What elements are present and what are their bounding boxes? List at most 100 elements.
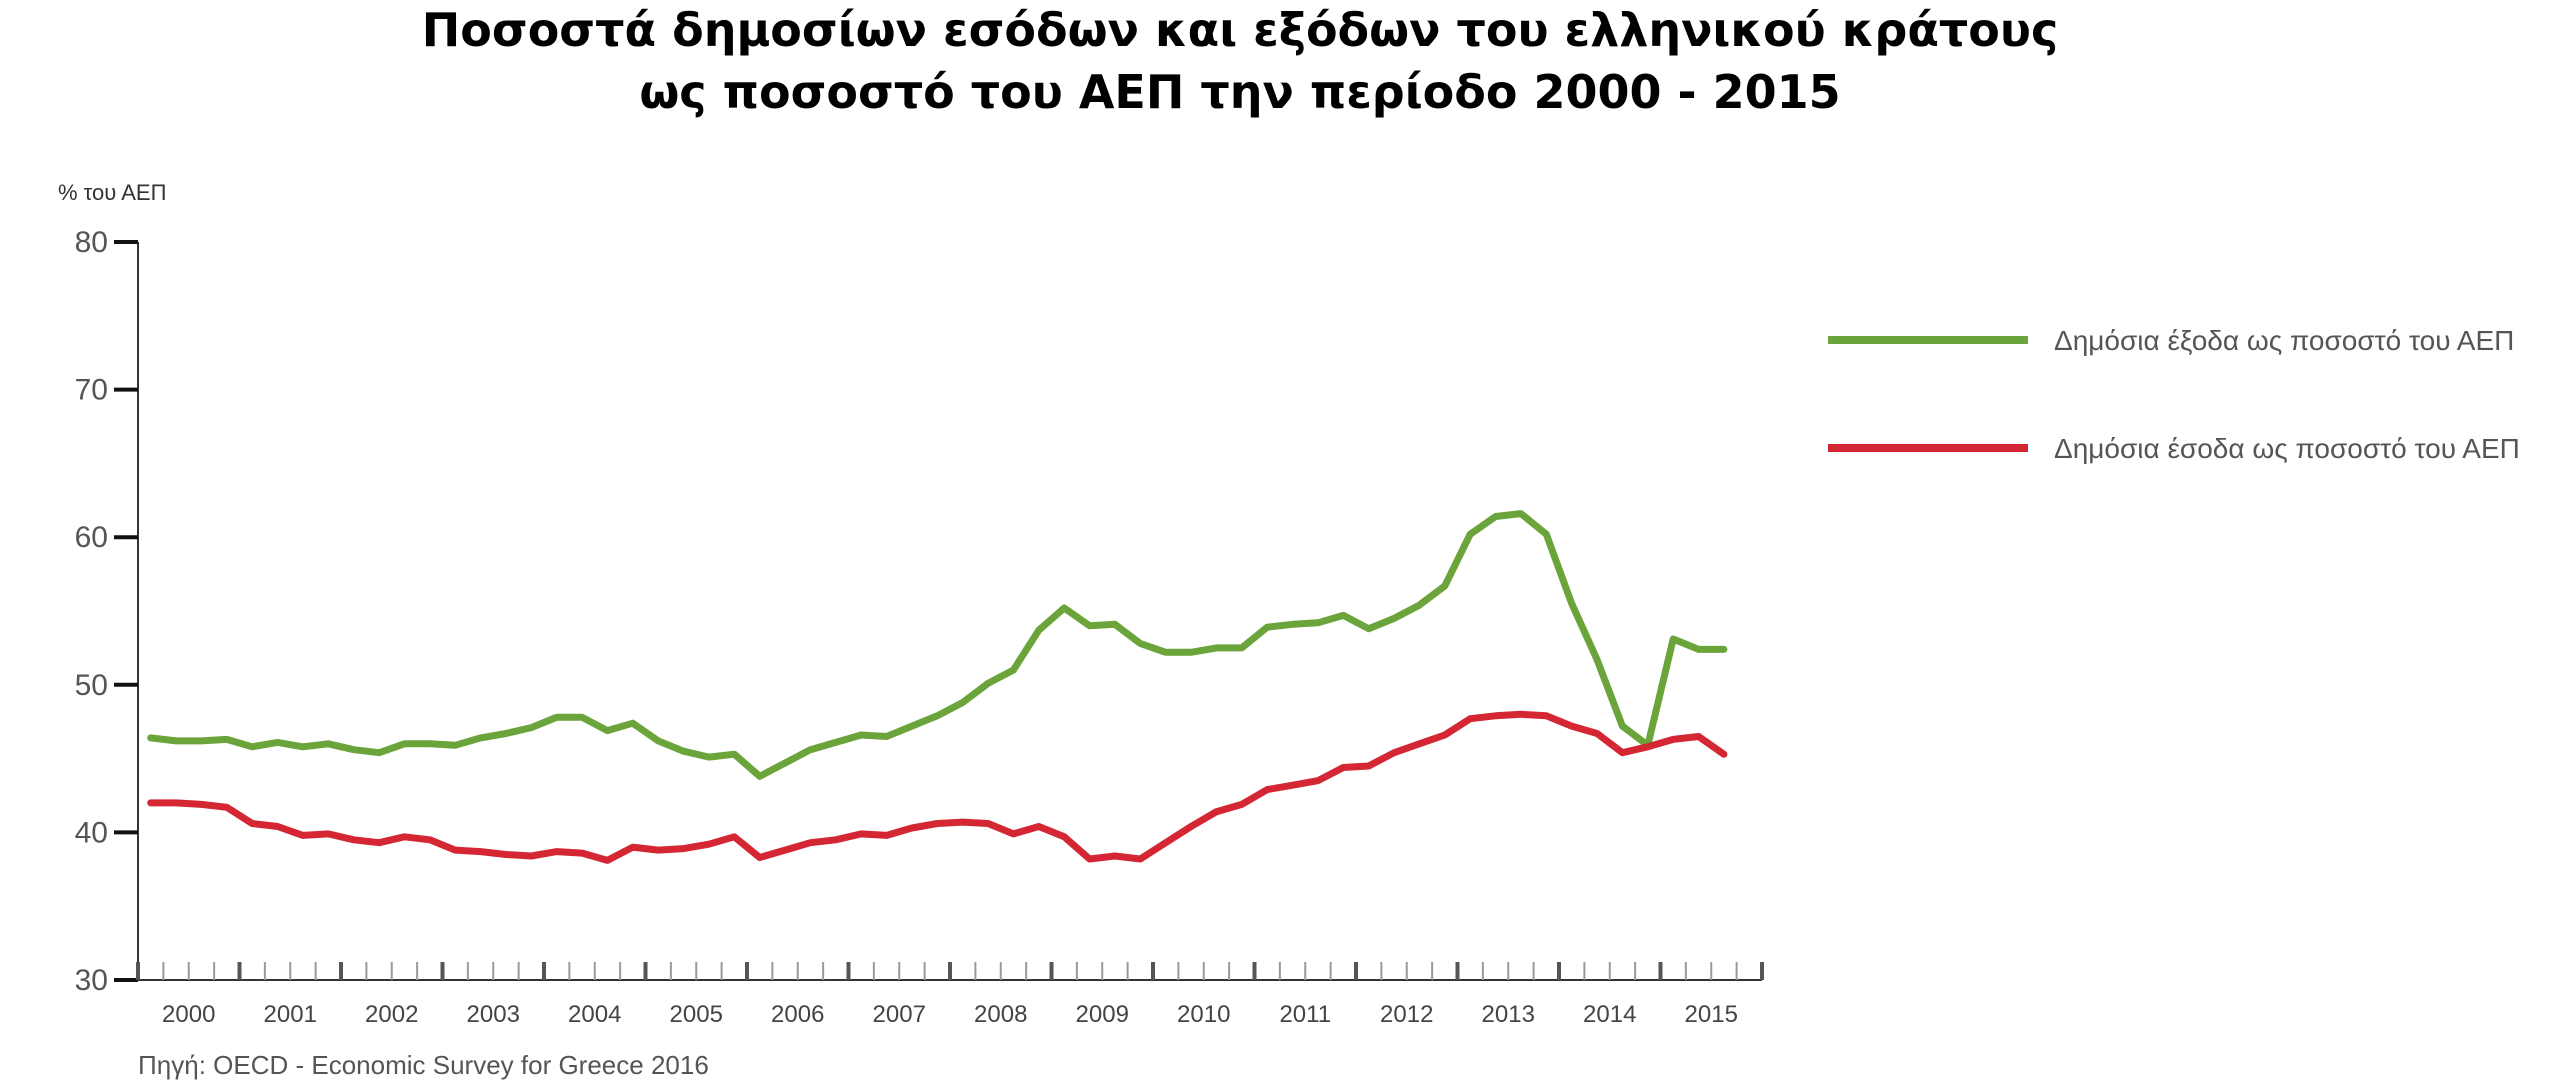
data-point [630, 721, 635, 726]
data-point [757, 774, 762, 779]
legend-label-2: Δημόσια έσοδα ως ποσοστό του ΑΕΠ [2054, 433, 2520, 464]
data-point [554, 849, 559, 854]
data-point [1138, 641, 1143, 646]
data-point [1518, 712, 1523, 717]
data-point [174, 800, 179, 805]
x-tick-label: 2007 [873, 1001, 926, 1028]
data-point [1341, 765, 1346, 770]
data-point [1112, 854, 1117, 858]
legend-label-1: Δημόσια έξοδα ως ποσοστό του ΑΕΠ [2054, 325, 2514, 356]
x-tick-label: 2014 [1583, 1001, 1636, 1028]
data-point [909, 724, 914, 729]
data-point [148, 800, 153, 805]
x-tick-label: 2003 [467, 1001, 520, 1028]
data-point [1721, 752, 1726, 757]
data-point [478, 735, 483, 740]
data-point [1366, 626, 1371, 631]
data-point [580, 715, 585, 720]
data-point [656, 848, 661, 853]
legend: Δημόσια έξοδα ως ποσοστό του ΑΕΠ Δημόσια … [1828, 325, 2520, 464]
data-point [275, 824, 280, 829]
data-point [1265, 787, 1270, 792]
data-point [1214, 645, 1219, 650]
chart-title-line-2: ως ποσοστό του ΑΕΠ την περίοδο 2000 - 20… [639, 65, 1840, 119]
series-line-2 [147, 710, 1728, 864]
data-point [1544, 532, 1549, 537]
x-tick-label: 2009 [1076, 1001, 1129, 1028]
data-point [1595, 657, 1600, 662]
data-point [706, 842, 711, 847]
data-point [1036, 628, 1041, 633]
data-point [174, 738, 179, 743]
axes: 30 40 50 60 70 80 [75, 226, 1762, 997]
data-point [605, 728, 610, 733]
data-point [1062, 606, 1067, 610]
data-point [1138, 857, 1143, 861]
y-tick-label: 40 [75, 816, 108, 849]
data-point [1544, 713, 1549, 718]
data-point [453, 848, 458, 853]
data-point [859, 733, 864, 737]
data-point [427, 837, 432, 842]
data-point [1493, 713, 1498, 718]
data-point [960, 820, 965, 825]
data-point [1011, 831, 1016, 836]
data-point [605, 858, 610, 863]
data-point [1189, 650, 1194, 655]
data-point [224, 805, 229, 810]
data-point [1468, 716, 1473, 721]
source-note: Πηγή: OECD - Economic Survey for Greece … [138, 1050, 709, 1080]
data-point [148, 735, 153, 740]
data-point [783, 848, 788, 853]
data-point [732, 752, 737, 757]
data-point [1087, 857, 1092, 861]
data-point [1417, 741, 1422, 746]
data-point [986, 821, 991, 826]
data-point [935, 821, 940, 826]
data-point [960, 700, 965, 705]
data-point [1062, 834, 1067, 839]
data-point [1214, 809, 1219, 814]
data-point [1163, 650, 1168, 655]
data-point [1569, 724, 1574, 729]
data-point [1417, 603, 1422, 608]
x-tick-label: 2008 [974, 1001, 1027, 1028]
data-point [377, 840, 382, 845]
data-point [808, 747, 813, 752]
data-point [1595, 731, 1600, 736]
data-point [1696, 734, 1701, 739]
y-tick-label: 60 [75, 521, 108, 554]
data-point [326, 831, 331, 836]
data-point [351, 747, 356, 752]
x-tick-label: 2013 [1482, 1001, 1535, 1028]
data-point [732, 834, 737, 839]
data-point [503, 731, 508, 736]
data-point [1645, 744, 1650, 749]
data-point [427, 741, 432, 746]
data-point [1671, 737, 1676, 742]
data-point [453, 743, 458, 748]
y-axis-unit-label: % του ΑΕΠ [58, 180, 166, 205]
data-point [351, 837, 356, 842]
data-point [199, 738, 204, 743]
data-point [1620, 750, 1625, 755]
chart-title-line-1: Ποσοστά δημοσίων εσόδων και εξόδων του ε… [422, 3, 2058, 57]
data-point [402, 834, 407, 839]
data-point [935, 713, 940, 718]
x-axis-ticks: 2000 2001 2002 2003 2004 2005 2006 2007 2008 2009… [136, 962, 1764, 1028]
data-point [478, 849, 483, 854]
y-tick-label: 80 [75, 226, 108, 259]
data-point [1265, 625, 1270, 630]
data-point [808, 840, 813, 845]
data-point [300, 744, 305, 749]
data-point [1442, 583, 1447, 588]
data-point [630, 845, 635, 850]
data-point [224, 737, 229, 742]
x-tick-label: 2011 [1279, 1001, 1331, 1028]
data-point [986, 681, 991, 686]
x-tick-label: 2005 [670, 1001, 723, 1028]
data-point [884, 833, 889, 838]
data-point [1493, 514, 1498, 519]
data-point [1392, 616, 1397, 621]
data-point [1341, 613, 1346, 618]
